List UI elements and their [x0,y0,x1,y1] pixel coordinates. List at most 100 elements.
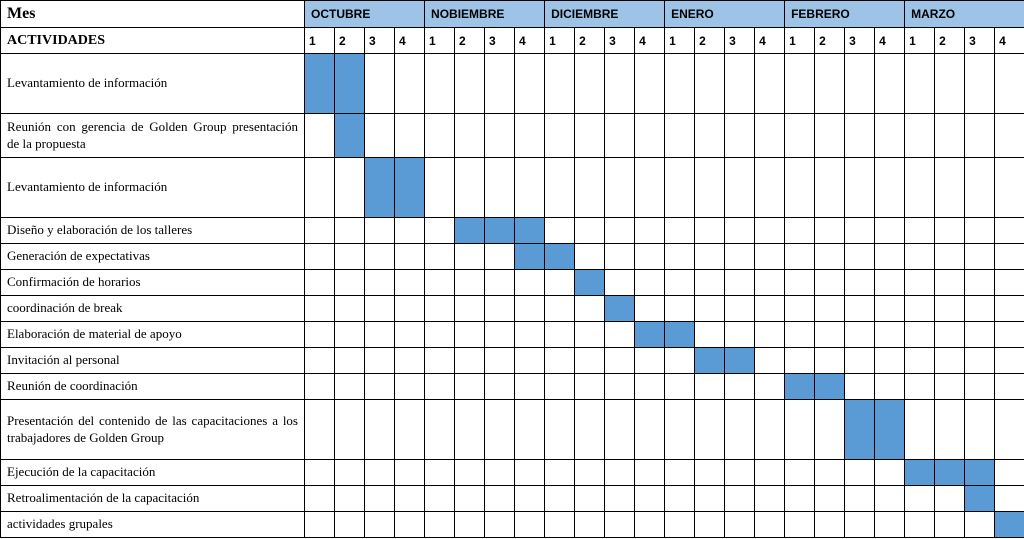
activity-row-0: Levantamiento de información [1,54,1024,114]
mes-header: Mes [1,1,305,28]
gantt-cell-7-19 [875,322,905,348]
gantt-cell-6-9 [575,296,605,322]
activity-row-9: Reunión de coordinación [1,374,1024,400]
week-header-3: 4 [395,28,425,54]
gantt-cell-0-22 [965,54,995,114]
gantt-cell-7-8 [545,322,575,348]
gantt-cell-12-23 [995,486,1024,512]
gantt-cell-2-4 [425,158,455,218]
gantt-cell-13-6 [485,512,515,538]
activity-row-6: coordinación de break [1,296,1024,322]
gantt-cell-8-9 [575,348,605,374]
gantt-cell-13-17 [815,512,845,538]
gantt-cell-13-5 [455,512,485,538]
gantt-cell-0-2 [365,54,395,114]
gantt-cell-13-21 [935,512,965,538]
gantt-cell-0-10 [605,54,635,114]
gantt-cell-5-7 [515,270,545,296]
gantt-cell-2-11 [635,158,665,218]
gantt-cell-0-7 [515,54,545,114]
gantt-cell-9-23 [995,374,1024,400]
gantt-cell-10-18 [845,400,875,460]
gantt-cell-10-23 [995,400,1024,460]
gantt-cell-13-9 [575,512,605,538]
gantt-cell-10-9 [575,400,605,460]
gantt-cell-3-13 [695,218,725,244]
gantt-cell-3-1 [335,218,365,244]
gantt-cell-5-21 [935,270,965,296]
gantt-cell-10-3 [395,400,425,460]
gantt-cell-6-8 [545,296,575,322]
gantt-cell-9-15 [755,374,785,400]
gantt-cell-10-10 [605,400,635,460]
gantt-cell-0-13 [695,54,725,114]
gantt-cell-9-17 [815,374,845,400]
gantt-cell-0-18 [845,54,875,114]
gantt-cell-3-12 [665,218,695,244]
gantt-cell-1-19 [875,114,905,158]
gantt-cell-4-3 [395,244,425,270]
gantt-cell-4-16 [785,244,815,270]
gantt-cell-5-14 [725,270,755,296]
gantt-table: Mes OCTUBRENOBIEMBREDICIEMBREENEROFEBRER… [0,0,1024,538]
gantt-cell-3-11 [635,218,665,244]
week-header-4: 1 [425,28,455,54]
gantt-cell-11-2 [365,460,395,486]
gantt-cell-9-19 [875,374,905,400]
gantt-cell-1-13 [695,114,725,158]
gantt-cell-9-6 [485,374,515,400]
gantt-cell-11-21 [935,460,965,486]
gantt-cell-13-19 [875,512,905,538]
gantt-cell-1-20 [905,114,935,158]
gantt-cell-4-22 [965,244,995,270]
month-header-0: OCTUBRE [305,1,425,28]
activity-label-13: actividades grupales [1,512,305,538]
gantt-cell-1-14 [725,114,755,158]
gantt-cell-10-1 [335,400,365,460]
gantt-cell-12-18 [845,486,875,512]
gantt-cell-12-16 [785,486,815,512]
gantt-cell-1-3 [395,114,425,158]
activity-label-2: Levantamiento de información [1,158,305,218]
gantt-cell-5-11 [635,270,665,296]
week-header-8: 1 [545,28,575,54]
gantt-cell-0-5 [455,54,485,114]
gantt-cell-12-14 [725,486,755,512]
gantt-cell-4-11 [635,244,665,270]
activity-label-7: Elaboración de material de apoyo [1,322,305,348]
gantt-cell-9-11 [635,374,665,400]
week-header-row: ACTIVIDADES 123412341234123412341234 [1,28,1024,54]
activity-row-8: Invitación al personal [1,348,1024,374]
gantt-cell-4-7 [515,244,545,270]
gantt-cell-7-12 [665,322,695,348]
gantt-cell-3-8 [545,218,575,244]
activity-label-12: Retroalimentación de la capacitación [1,486,305,512]
gantt-cell-11-20 [905,460,935,486]
gantt-cell-6-12 [665,296,695,322]
activity-row-11: Ejecución de la capacitación [1,460,1024,486]
month-header-4: FEBRERO [785,1,905,28]
gantt-cell-12-15 [755,486,785,512]
gantt-cell-8-3 [395,348,425,374]
week-header-11: 4 [635,28,665,54]
gantt-cell-13-12 [665,512,695,538]
gantt-cell-5-8 [545,270,575,296]
gantt-cell-11-0 [305,460,335,486]
gantt-cell-10-13 [695,400,725,460]
gantt-cell-12-1 [335,486,365,512]
gantt-cell-4-14 [725,244,755,270]
gantt-cell-8-22 [965,348,995,374]
gantt-cell-10-19 [875,400,905,460]
gantt-cell-6-0 [305,296,335,322]
activity-label-0: Levantamiento de información [1,54,305,114]
activity-row-10: Presentación del contenido de las capaci… [1,400,1024,460]
gantt-cell-2-5 [455,158,485,218]
gantt-cell-0-8 [545,54,575,114]
week-header-19: 4 [875,28,905,54]
gantt-cell-0-9 [575,54,605,114]
activity-label-9: Reunión de coordinación [1,374,305,400]
gantt-cell-10-4 [425,400,455,460]
activity-row-2: Levantamiento de información [1,158,1024,218]
gantt-cell-5-20 [905,270,935,296]
gantt-cell-11-6 [485,460,515,486]
